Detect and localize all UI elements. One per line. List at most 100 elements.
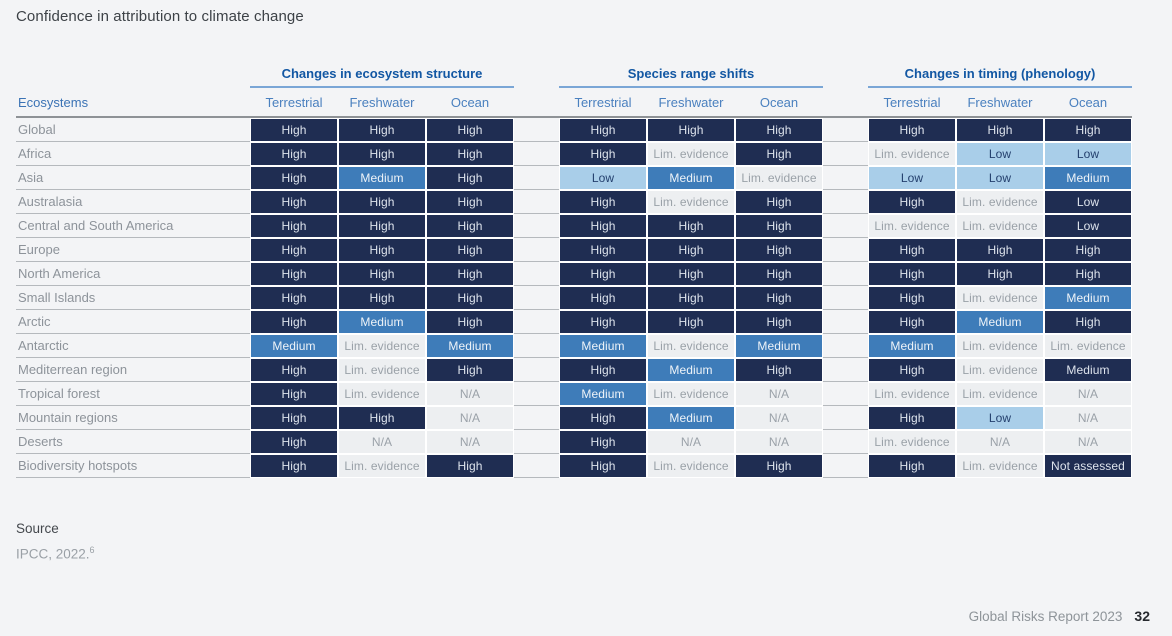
confidence-cell: N/A	[647, 430, 735, 454]
group-title-species-range-shifts: Species range shifts	[627, 66, 755, 81]
confidence-cell: High	[250, 310, 338, 334]
confidence-cell: Lim. evidence	[647, 190, 735, 214]
confidence-cell: High	[250, 454, 338, 478]
table-header-groups: Changes in ecosystem structure Species r…	[16, 62, 1132, 82]
confidence-cell: Medium	[1044, 166, 1132, 190]
group-spacer	[514, 406, 559, 430]
page-footer: Global Risks Report 2023 32	[969, 608, 1150, 624]
group-underline	[559, 86, 823, 88]
confidence-cell: High	[426, 214, 514, 238]
confidence-cell: High	[868, 310, 956, 334]
column-header: Terrestrial	[265, 95, 323, 110]
confidence-cell: High	[559, 118, 647, 142]
confidence-cell: Lim. evidence	[956, 358, 1044, 382]
confidence-cell: N/A	[735, 382, 823, 406]
confidence-cell: High	[735, 214, 823, 238]
group-spacer	[823, 190, 868, 214]
confidence-cell: Lim. evidence	[956, 214, 1044, 238]
confidence-cell: High	[868, 262, 956, 286]
row-label: Central and South America	[16, 214, 250, 238]
confidence-cell: High	[647, 310, 735, 334]
group-spacer	[514, 310, 559, 334]
confidence-cell: High	[250, 166, 338, 190]
confidence-cell: Medium	[338, 166, 426, 190]
confidence-cell: High	[250, 262, 338, 286]
group-title-timing-phenology: Changes in timing (phenology)	[904, 66, 1096, 81]
confidence-cell: N/A	[735, 406, 823, 430]
group-spacer	[823, 118, 868, 142]
group-spacer	[514, 118, 559, 142]
confidence-cell: High	[647, 262, 735, 286]
table-row: Australasia High High High High Lim. evidence…	[16, 190, 1132, 214]
table-row: Central and South America High High High Hig…	[16, 214, 1132, 238]
confidence-cell: Medium	[647, 358, 735, 382]
confidence-cell: N/A	[735, 430, 823, 454]
confidence-cell: High	[250, 358, 338, 382]
confidence-cell: High	[250, 238, 338, 262]
confidence-cell: High	[338, 214, 426, 238]
confidence-cell: High	[868, 358, 956, 382]
confidence-cell: High	[735, 238, 823, 262]
table-row: Asia High Medium High Low Medium Lim. evidence…	[16, 166, 1132, 190]
group-spacer	[823, 214, 868, 238]
confidence-table: Changes in ecosystem structure Species r…	[16, 62, 1132, 478]
table-row: Africa High High High High Lim. evidence High L…	[16, 142, 1132, 166]
table-row: North America High High High High High High Hig…	[16, 262, 1132, 286]
confidence-cell: High	[735, 142, 823, 166]
confidence-cell: High	[868, 238, 956, 262]
confidence-cell: High	[338, 286, 426, 310]
confidence-cell: High	[735, 286, 823, 310]
row-label: North America	[16, 262, 250, 286]
confidence-cell: Medium	[647, 406, 735, 430]
table-row: Europe High High High High High High High High Hi…	[16, 238, 1132, 262]
confidence-cell: High	[559, 142, 647, 166]
confidence-cell: N/A	[1044, 382, 1132, 406]
report-name: Global Risks Report 2023	[968, 609, 1123, 624]
confidence-cell: High	[559, 214, 647, 238]
confidence-cell: High	[426, 358, 514, 382]
confidence-cell: High	[735, 454, 823, 478]
confidence-cell: High	[426, 190, 514, 214]
confidence-cell: High	[426, 286, 514, 310]
group-spacer	[514, 166, 559, 190]
confidence-cell: Lim. evidence	[956, 454, 1044, 478]
confidence-cell: High	[1044, 262, 1132, 286]
confidence-cell: Lim. evidence	[956, 382, 1044, 406]
group-spacer	[514, 238, 559, 262]
confidence-cell: High	[956, 118, 1044, 142]
confidence-cell: High	[559, 358, 647, 382]
confidence-cell: Lim. evidence	[338, 334, 426, 358]
source-footnote: 6	[89, 545, 95, 555]
group-title-ecosystem-structure: Changes in ecosystem structure	[281, 66, 483, 81]
confidence-cell: High	[559, 406, 647, 430]
confidence-cell: Medium	[559, 382, 647, 406]
confidence-cell: High	[250, 142, 338, 166]
confidence-cell: Low	[956, 166, 1044, 190]
confidence-cell: High	[1044, 238, 1132, 262]
group-spacer	[823, 142, 868, 166]
group-spacer	[823, 238, 868, 262]
table-body: Global High High High High High High High High Hi…	[16, 118, 1132, 478]
confidence-cell: High	[735, 190, 823, 214]
confidence-cell: High	[868, 454, 956, 478]
group-spacer	[823, 454, 868, 478]
page-number: 32	[1134, 608, 1150, 624]
table-row: Mediterrean region High Lim. evidence High H…	[16, 358, 1132, 382]
confidence-cell: High	[250, 190, 338, 214]
column-header: Ocean	[1068, 95, 1108, 110]
confidence-cell: Lim. evidence	[647, 142, 735, 166]
confidence-cell: High	[559, 454, 647, 478]
confidence-cell: High	[735, 310, 823, 334]
table-row: Biodiversity hotspots High Lim. evidence Hi…	[16, 454, 1132, 478]
confidence-cell: Lim. evidence	[338, 382, 426, 406]
confidence-cell: High	[426, 118, 514, 142]
figure-title: Confidence in attribution to climate cha…	[16, 8, 304, 25]
confidence-cell: Lim. evidence	[868, 214, 956, 238]
confidence-cell: High	[868, 118, 956, 142]
group-spacer	[514, 262, 559, 286]
table-header-rules	[16, 82, 1132, 88]
confidence-cell: High	[338, 190, 426, 214]
group-spacer	[514, 382, 559, 406]
confidence-cell: High	[868, 406, 956, 430]
